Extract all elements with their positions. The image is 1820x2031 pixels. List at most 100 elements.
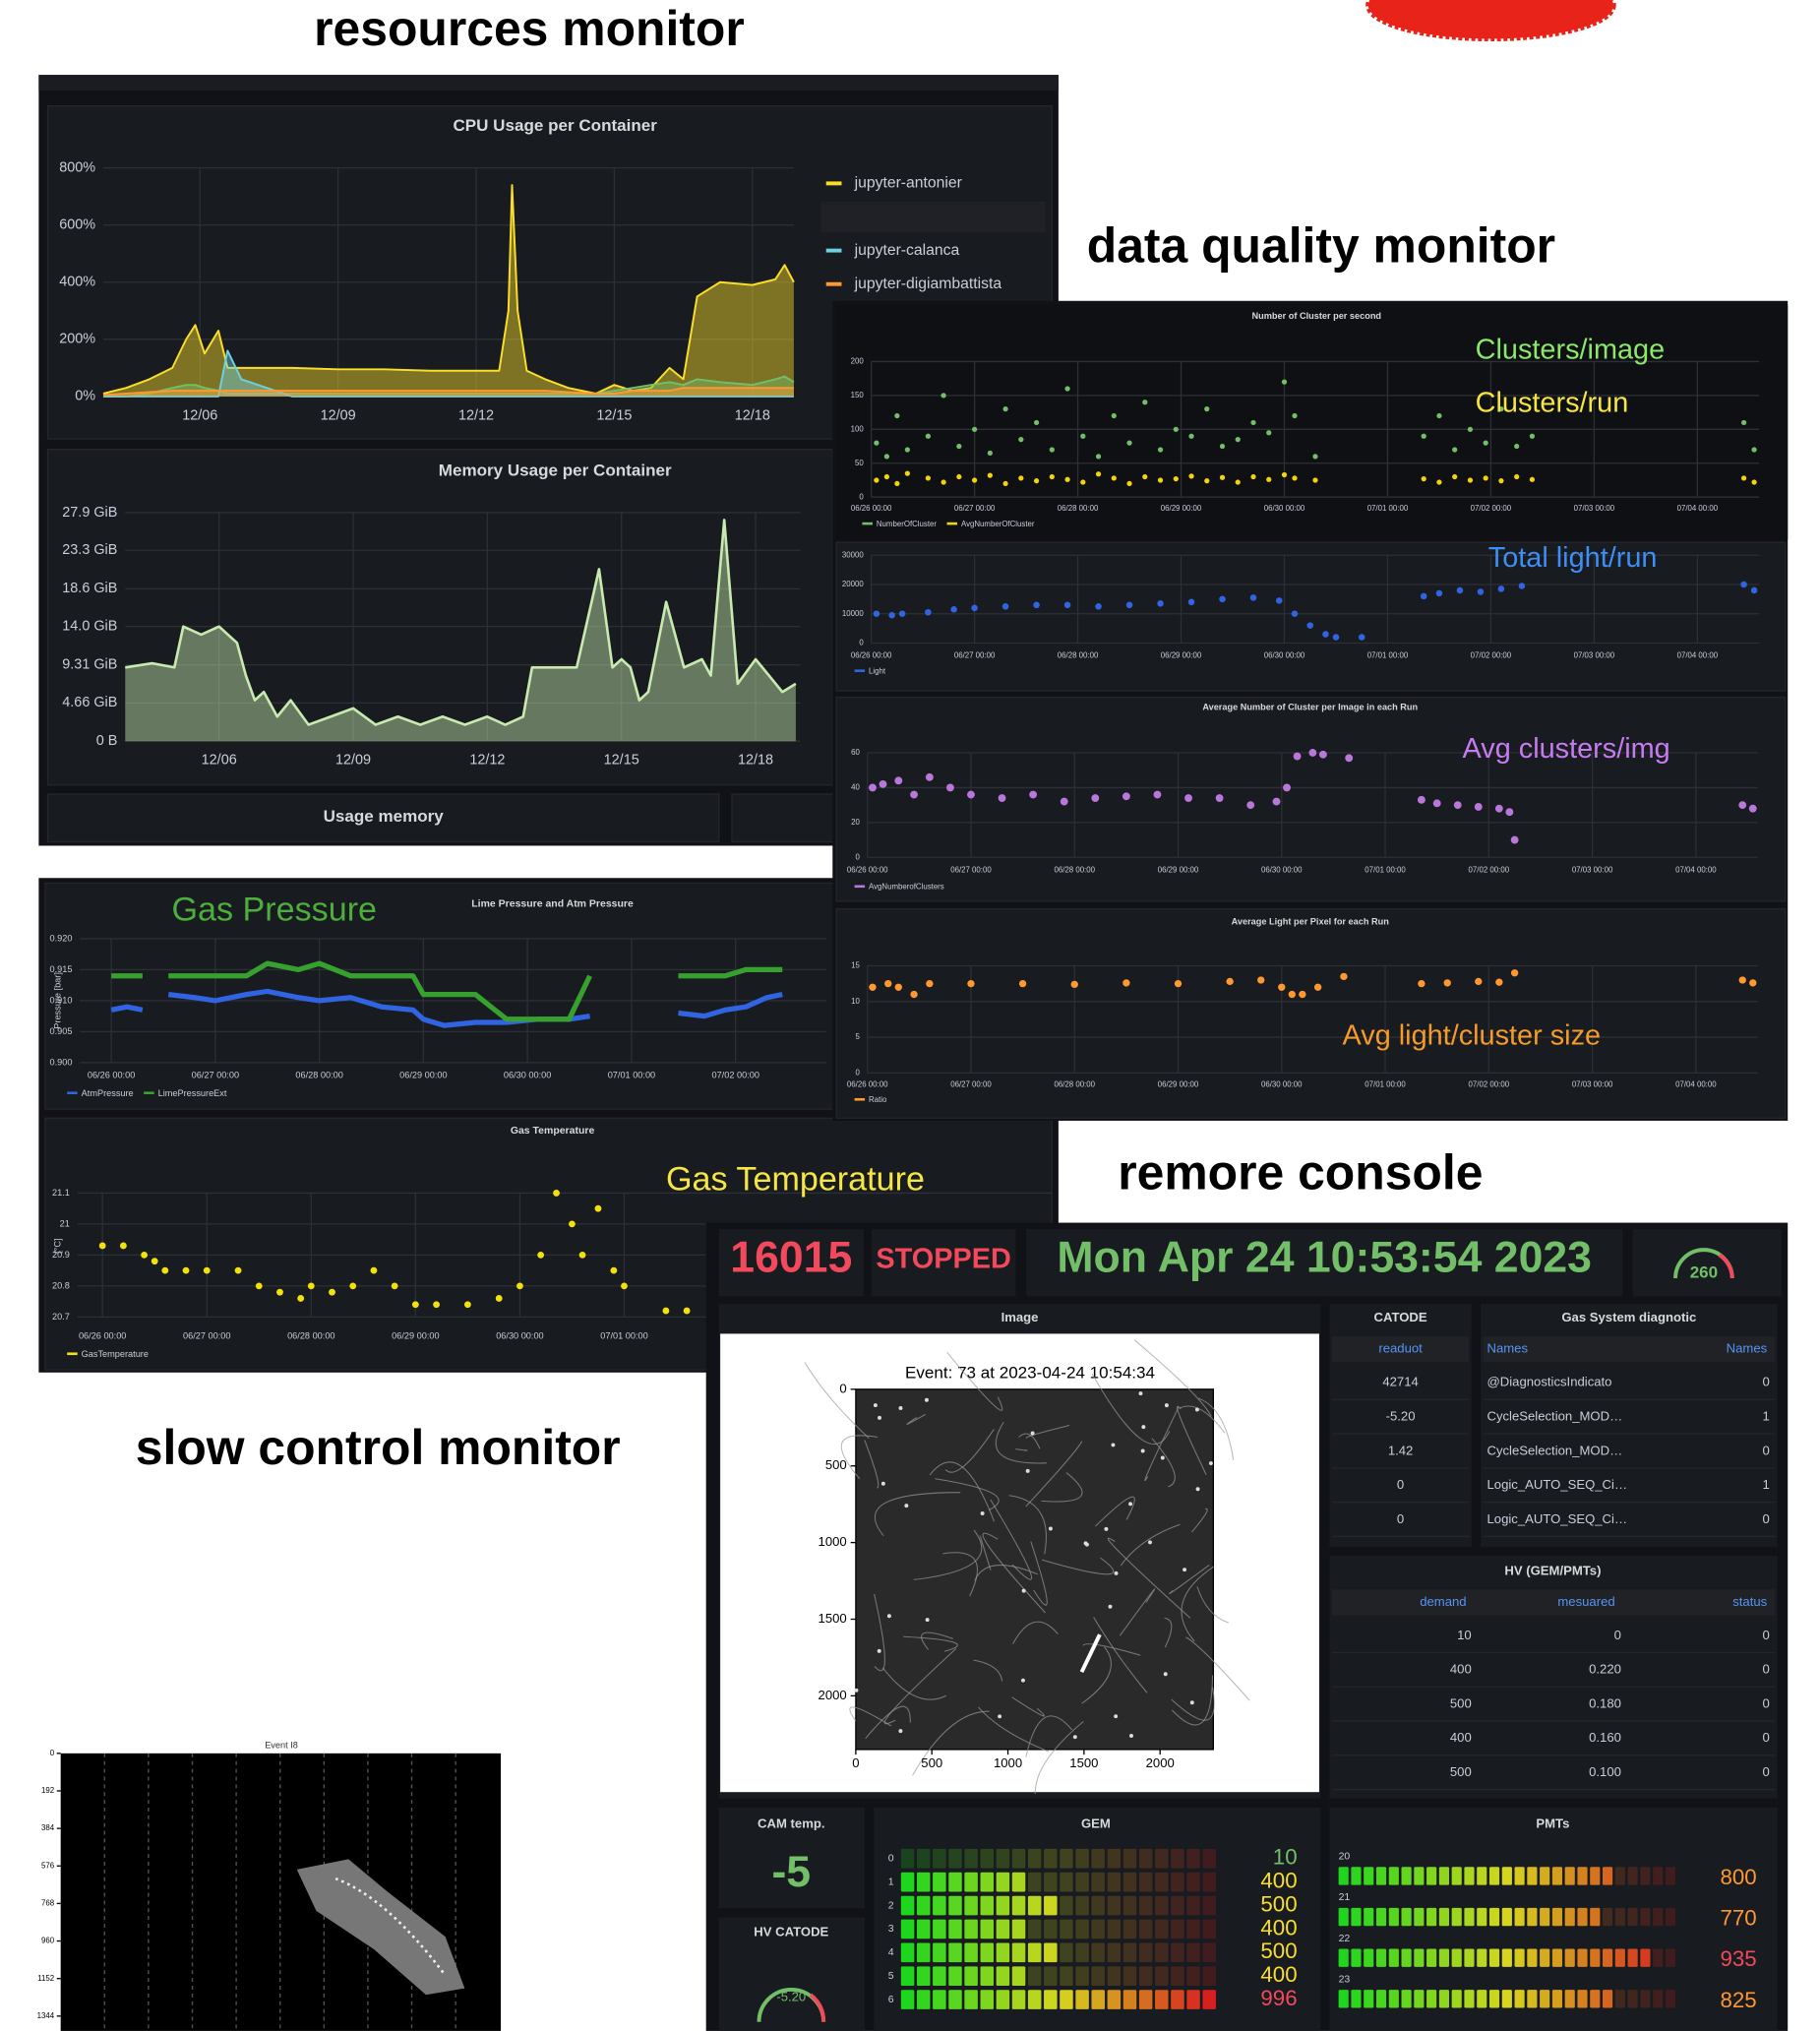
bar-cell (1426, 1867, 1436, 1884)
bar-cell (1628, 1990, 1638, 2007)
bar-cell (1477, 1867, 1486, 1884)
bar-cell (1666, 1908, 1675, 1926)
bar-cell (1202, 1990, 1216, 2009)
bar-cell (1044, 1896, 1058, 1916)
point (1126, 481, 1131, 486)
hit (898, 1729, 902, 1733)
x-tick-label: 12/06 (202, 753, 237, 769)
y-tick-label: 10000 (842, 609, 864, 618)
bar-label: 4 (888, 1947, 894, 1958)
point (1204, 406, 1209, 411)
point (1273, 798, 1281, 806)
point (297, 1295, 304, 1302)
bar-label: 23 (1339, 1974, 1351, 1985)
x-tick-label: 06/26 00:00 (847, 1079, 888, 1088)
x-tick-label: 06/30 00:00 (1264, 504, 1305, 513)
point (516, 1282, 523, 1289)
bar-cell (1515, 1948, 1525, 1966)
bar-cell (1091, 1966, 1105, 1986)
point (1514, 444, 1519, 449)
x-tick-label: 07/01 00:00 (1365, 1079, 1406, 1088)
table-cell: 0.100 (1589, 1764, 1621, 1779)
bar-cell (1464, 1948, 1474, 1966)
point (537, 1252, 544, 1259)
point (926, 475, 931, 480)
red-scribble (1368, 0, 1613, 38)
point (1064, 602, 1071, 609)
bar-cell (997, 1873, 1010, 1892)
point (1292, 413, 1297, 418)
x-tick-label: 07/01 00:00 (608, 1070, 655, 1079)
bar-cell (1389, 1990, 1399, 2007)
point (1457, 587, 1464, 594)
bar-cell (948, 1896, 962, 1916)
x-tick-label: 07/02 00:00 (1471, 651, 1512, 660)
bar-cell (1075, 1896, 1089, 1916)
x-tick-label: 06/29 00:00 (1161, 504, 1202, 513)
bar-cell (1186, 1966, 1200, 1986)
point (1018, 475, 1023, 480)
x-tick-label: 06/27 00:00 (183, 1330, 230, 1340)
bar-cell (1123, 1896, 1137, 1916)
legend-swatch (855, 885, 865, 888)
point (464, 1301, 471, 1308)
bar-cell (1108, 1920, 1122, 1939)
y-tick-label: 400% (59, 275, 95, 290)
point (329, 1289, 335, 1296)
bar-cell (1123, 1966, 1137, 1986)
x-tick-label: 12/15 (596, 407, 632, 423)
point (894, 776, 902, 784)
bar-label: 21 (1339, 1892, 1351, 1903)
point (1511, 969, 1518, 976)
point (1126, 602, 1133, 609)
bar-cell (1139, 1942, 1153, 1962)
table-cell: 400 (1450, 1730, 1472, 1745)
point (1096, 471, 1101, 476)
point (1740, 582, 1747, 588)
point (1154, 791, 1162, 799)
table-cell: 0 (1763, 1443, 1770, 1457)
bar-cell (1139, 1873, 1153, 1892)
hit (1148, 1540, 1152, 1544)
hit (881, 1482, 885, 1486)
bar-cell (997, 1990, 1010, 2009)
bar-cell (917, 1942, 931, 1962)
bar-cell (1376, 1948, 1386, 1966)
bar-cell (1426, 1908, 1436, 1926)
point (1530, 477, 1535, 482)
bar-cell (1044, 1920, 1058, 1939)
point (496, 1295, 503, 1302)
bar-cell (1202, 1966, 1216, 1986)
x-tick-label: 06/27 00:00 (192, 1070, 239, 1079)
bar-cell (1012, 1920, 1026, 1939)
bar-cell (1464, 1990, 1474, 2007)
point (1080, 479, 1085, 484)
bar-label: 6 (888, 1995, 894, 2005)
point (1292, 610, 1299, 617)
bar-cell (933, 1942, 946, 1962)
point (1220, 475, 1225, 480)
point (1034, 420, 1039, 425)
point (161, 1267, 168, 1274)
y-tick-label: 50 (855, 459, 864, 467)
x-tick-label: 06/30 00:00 (1264, 651, 1305, 660)
bar-cell (1171, 1990, 1184, 2009)
point (1184, 794, 1192, 802)
point (1029, 791, 1037, 799)
bar-cell (1202, 1896, 1216, 1916)
legend-label: AvgNumberOfCluster (961, 520, 1035, 528)
chart-title: Memory Usage per Container (439, 461, 672, 479)
y-tick-label: 14.0 GiB (62, 618, 117, 634)
x-tick-label: 07/02 00:00 (1471, 504, 1512, 513)
point (1112, 413, 1117, 418)
bar-cell (1502, 1990, 1512, 2007)
bar-cell (1640, 1908, 1650, 1926)
bar-cell (1552, 1908, 1562, 1926)
point (349, 1282, 356, 1289)
bar-cell (1339, 1948, 1349, 1966)
point (1340, 973, 1347, 980)
point (1739, 976, 1746, 983)
bar-cell (1577, 1990, 1587, 2007)
bar-cell (917, 1873, 931, 1892)
bar-cell (1139, 1920, 1153, 1939)
